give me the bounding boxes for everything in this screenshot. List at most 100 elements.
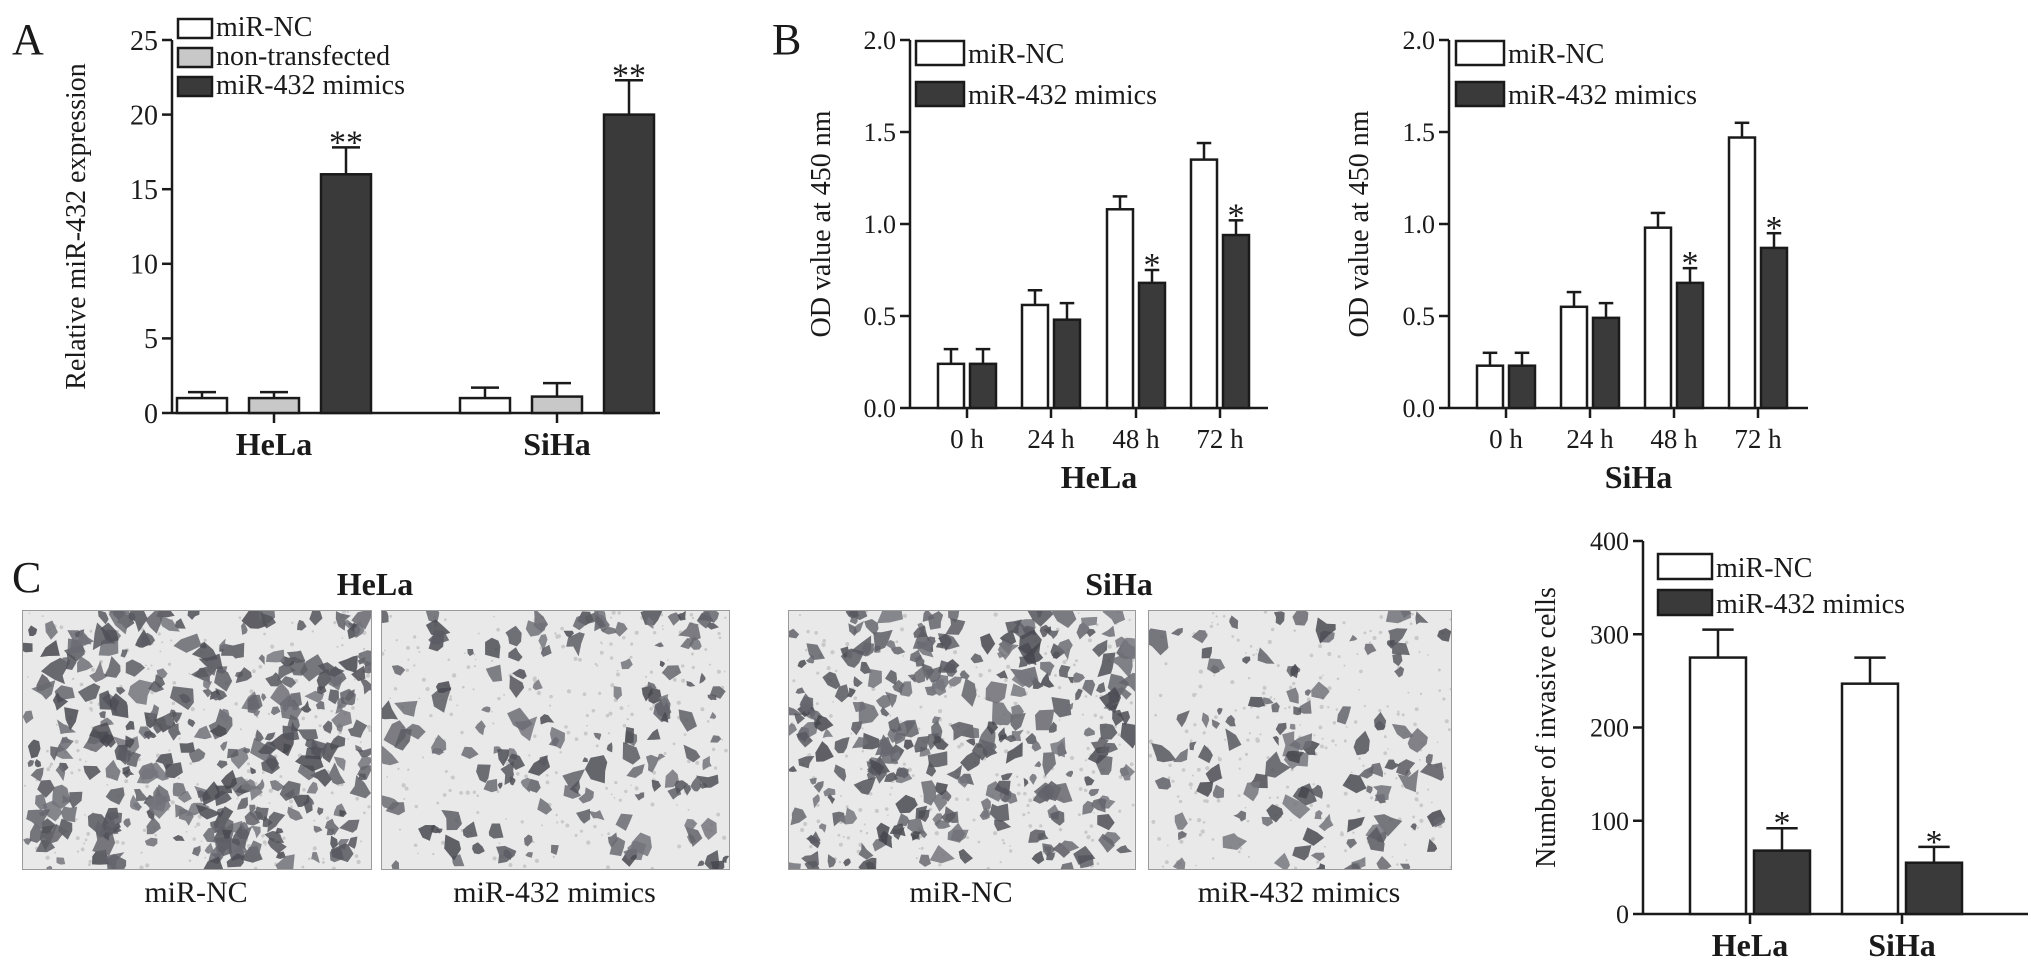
cell-body <box>1151 743 1177 763</box>
background-speck <box>121 841 125 845</box>
cell-body <box>1399 863 1411 869</box>
cell-body <box>864 619 879 636</box>
background-speck <box>301 716 306 721</box>
background-speck <box>1004 678 1008 683</box>
background-speck <box>566 689 572 694</box>
cell-body <box>56 719 77 735</box>
cell-body <box>1031 740 1042 752</box>
cell-body <box>358 773 367 781</box>
background-speck <box>650 802 655 807</box>
background-speck <box>1326 804 1331 808</box>
cell-body <box>41 657 70 685</box>
cell-body <box>391 860 400 869</box>
background-speck <box>1249 644 1253 648</box>
cell-body <box>333 756 346 772</box>
background-speck <box>915 857 918 860</box>
background-speck <box>1178 799 1183 804</box>
cell-body <box>317 662 345 678</box>
legend-swatch <box>176 46 214 69</box>
background-speck <box>977 695 981 698</box>
background-speck <box>71 677 75 681</box>
background-speck <box>1002 841 1006 845</box>
cell-body <box>607 832 618 848</box>
cell-body <box>28 625 38 636</box>
cell-body <box>1286 687 1299 704</box>
background-speck <box>554 632 557 635</box>
background-speck <box>492 856 497 861</box>
cell-body <box>933 790 948 812</box>
background-speck <box>1013 701 1018 706</box>
background-speck <box>398 828 402 831</box>
background-speck <box>993 612 998 617</box>
legend-label: miR-432 mimics <box>1716 589 1905 620</box>
cell-body <box>795 687 805 694</box>
background-speck <box>448 697 453 701</box>
background-speck <box>853 696 858 700</box>
cell-body <box>827 854 836 868</box>
cell-body <box>945 618 966 635</box>
cell-body <box>540 644 552 657</box>
x-category-label: 0 h <box>1489 424 1523 454</box>
cell-body <box>563 785 582 799</box>
cell-body <box>344 689 355 701</box>
background-speck <box>472 688 475 691</box>
cell-body <box>1082 800 1094 815</box>
background-speck <box>1028 824 1033 828</box>
background-speck <box>1342 621 1346 625</box>
background-speck <box>355 796 360 801</box>
background-speck <box>79 682 84 687</box>
cell-body <box>26 809 51 830</box>
cell-body <box>500 761 514 785</box>
background-speck <box>1084 759 1088 762</box>
cell-body <box>1052 842 1071 858</box>
background-speck <box>595 744 599 748</box>
background-speck <box>557 634 561 639</box>
background-speck <box>814 631 819 635</box>
background-speck <box>490 659 494 662</box>
background-speck <box>1095 694 1098 698</box>
background-speck <box>564 725 568 729</box>
cell-body <box>277 664 296 682</box>
cell-body <box>879 736 899 758</box>
background-speck <box>1431 837 1435 841</box>
background-speck <box>676 804 678 806</box>
background-speck <box>821 642 826 647</box>
background-speck <box>975 666 978 669</box>
background-speck <box>889 793 892 796</box>
background-speck <box>952 650 958 655</box>
cell-body <box>123 818 131 828</box>
background-speck <box>1449 688 1451 691</box>
cell-body <box>203 856 224 869</box>
cell-body <box>330 835 338 850</box>
legend-swatch <box>1454 39 1506 67</box>
cell-body <box>789 862 801 869</box>
background-speck <box>609 656 614 660</box>
cell-body <box>941 806 956 824</box>
background-speck <box>367 805 371 809</box>
background-speck <box>1211 621 1214 624</box>
cell-body <box>1010 683 1027 697</box>
y-tick-label: 0 <box>1616 900 1629 929</box>
cell-body <box>303 794 313 814</box>
background-speck <box>406 645 410 650</box>
cell-body <box>798 756 815 769</box>
cell-body <box>997 640 1020 660</box>
background-speck <box>966 797 970 802</box>
background-speck <box>449 695 452 698</box>
background-speck <box>1168 763 1172 767</box>
background-speck <box>902 613 908 619</box>
background-speck <box>561 644 565 649</box>
background-speck <box>1312 783 1315 786</box>
background-speck <box>1261 691 1266 695</box>
cell-body <box>646 728 661 740</box>
background-speck <box>196 822 201 827</box>
cell-body <box>1067 676 1074 684</box>
background-speck <box>1171 779 1175 783</box>
y-tick-label: 0.0 <box>1403 394 1436 423</box>
background-speck <box>1211 856 1215 860</box>
background-speck <box>704 647 708 651</box>
background-speck <box>1269 696 1273 699</box>
background-speck <box>115 840 120 844</box>
background-speck <box>709 663 712 666</box>
cell-body <box>261 693 267 702</box>
